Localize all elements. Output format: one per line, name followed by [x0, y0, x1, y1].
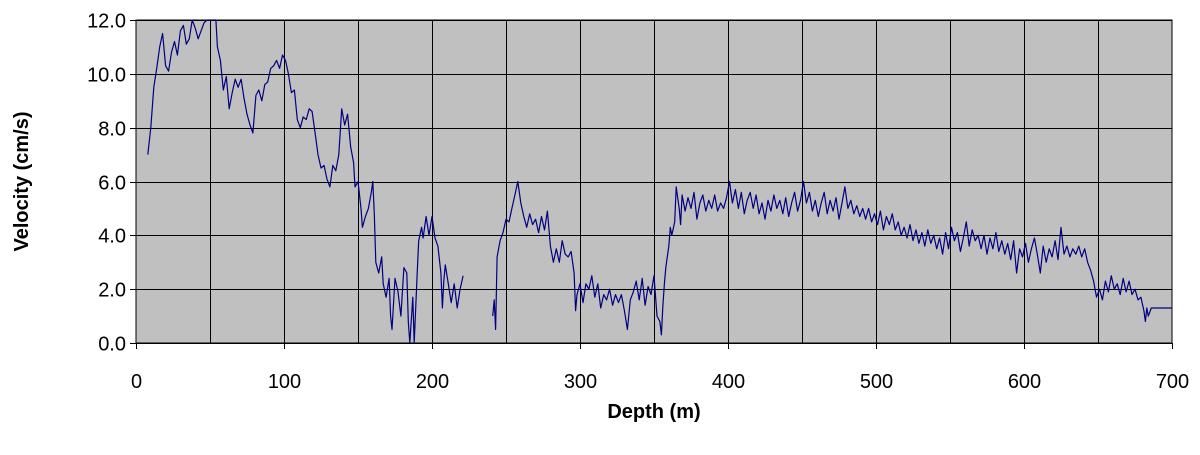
- y-axis-title: Velocity (cm/s): [11, 111, 33, 251]
- y-tick-label: 4.0: [98, 226, 126, 248]
- y-tick-label: 12.0: [87, 11, 126, 33]
- x-tick-label: 700: [1156, 371, 1189, 393]
- x-tick-label: 100: [268, 371, 301, 393]
- x-tick-label: 500: [860, 371, 893, 393]
- x-axis-ticks: 0 100 200 300 400 500 600 700: [131, 343, 1189, 393]
- x-tick-label: 600: [1008, 371, 1041, 393]
- y-tick-label: 2.0: [98, 280, 126, 302]
- x-tick-label: 0: [131, 371, 142, 393]
- x-axis-title: Depth (m): [607, 401, 700, 423]
- x-tick-label: 300: [564, 371, 597, 393]
- series-velocity: [147, 19, 1172, 344]
- y-tick-label: 8.0: [98, 119, 126, 141]
- series-line-segment: [492, 180, 1172, 336]
- x-tick-label: 400: [712, 371, 745, 393]
- y-axis-ticks: 0.0 2.0 4.0 6.0 8.0 10.0 12.0: [87, 11, 136, 356]
- series-line-segment: [147, 19, 464, 344]
- y-tick-label: 6.0: [98, 173, 126, 195]
- y-tick-label: 10.0: [87, 65, 126, 87]
- y-tick-label: 0.0: [98, 334, 126, 356]
- x-tick-label: 200: [416, 371, 449, 393]
